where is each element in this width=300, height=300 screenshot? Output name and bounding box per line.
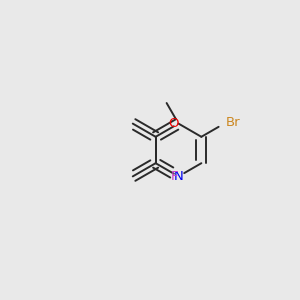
Text: Br: Br: [225, 116, 240, 129]
Text: F: F: [171, 170, 178, 183]
Text: N: N: [174, 170, 183, 183]
Text: O: O: [168, 117, 178, 130]
